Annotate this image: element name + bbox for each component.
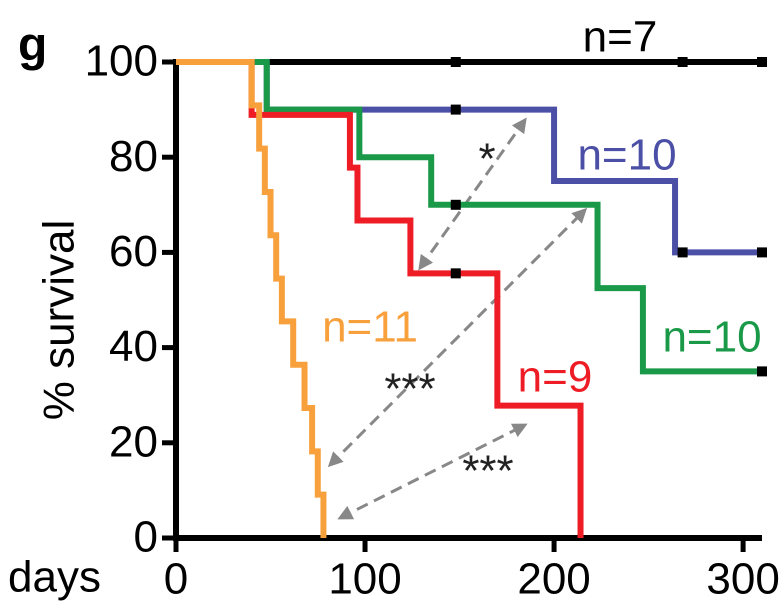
censor-mark <box>450 268 461 279</box>
survival-curve <box>176 59 762 375</box>
x-tick-label: 100 <box>328 555 401 604</box>
censor-mark <box>677 247 688 258</box>
arrow <box>337 423 528 520</box>
censor-mark <box>450 199 461 210</box>
survival-curve <box>176 59 584 538</box>
series-label: n=7 <box>583 13 658 62</box>
x-tick-label: 0 <box>164 555 188 604</box>
y-tick-label: 60 <box>109 227 158 276</box>
significance-label: *** <box>384 365 435 414</box>
series-label: n=11 <box>322 303 418 352</box>
y-tick-label: 40 <box>109 322 158 371</box>
significance-label: *** <box>462 447 513 496</box>
censor-mark <box>677 57 688 67</box>
censor-mark <box>450 104 461 115</box>
series-label: n=9 <box>518 353 593 402</box>
series-label: n=10 <box>577 131 676 180</box>
y-tick-label: 0 <box>134 513 158 562</box>
series-label: n=10 <box>662 313 761 362</box>
survival-curve <box>176 59 327 538</box>
censor-mark <box>757 366 767 377</box>
x-tick-label: 300 <box>706 555 779 604</box>
censor-mark <box>757 247 767 258</box>
censor-mark <box>450 57 461 67</box>
y-tick-label: 20 <box>109 417 158 466</box>
y-tick-label: 100 <box>85 37 158 86</box>
censor-mark <box>757 57 767 67</box>
comparison-arrows <box>327 117 588 520</box>
y-tick-label: 80 <box>109 132 158 181</box>
arrow <box>418 117 527 271</box>
x-axis-label: days <box>8 553 101 602</box>
y-axis-label: % survival <box>35 220 84 421</box>
arrow <box>327 207 588 468</box>
panel-label: g <box>18 19 47 72</box>
significance-label: * <box>478 135 495 184</box>
x-tick-label: 200 <box>517 555 590 604</box>
